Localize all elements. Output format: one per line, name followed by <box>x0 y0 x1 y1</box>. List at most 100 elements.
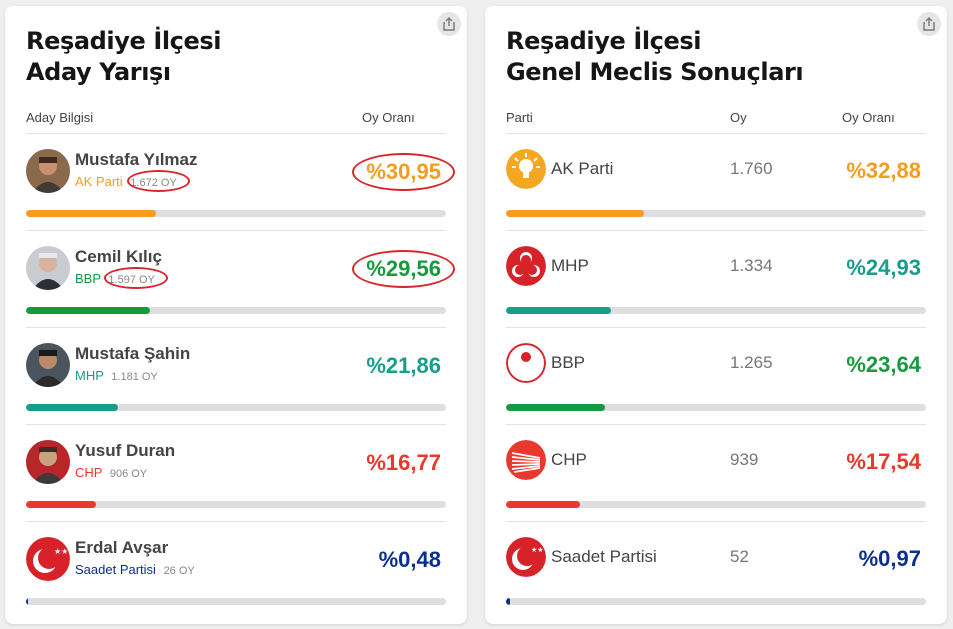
candidate-meta: Saadet Partisi 26 OY <box>75 562 195 577</box>
party-percentage: %23,64 <box>846 352 921 377</box>
card-title-line2: Aday Yarışı <box>26 58 171 86</box>
card-title: Reşadiye İlçesi Aday Yarışı <box>26 26 222 88</box>
party-votes: 1.265 <box>730 353 773 372</box>
vote-share-bar <box>506 404 926 411</box>
bbp-rose-logo <box>506 343 546 383</box>
candidate-percentage: %21,86 <box>366 353 441 378</box>
party-name: CHP <box>551 450 587 469</box>
candidate-meta: MHP 1.181 OY <box>75 368 158 383</box>
party-row[interactable]: ★★ Saadet Partisi 52 %0,97 <box>506 522 926 619</box>
party-row[interactable]: BBP 1.265 %23,64 <box>506 328 926 425</box>
share-button[interactable] <box>437 12 461 36</box>
candidate-votes: 1.672 OY <box>130 177 177 189</box>
saadet-crescent-logo: ★★ <box>26 537 70 581</box>
card-title: Reşadiye İlçesi Genel Meclis Sonuçları <box>506 26 804 88</box>
avatar <box>26 343 70 387</box>
candidate-race-card: Reşadiye İlçesi Aday Yarışı Aday Bilgisi… <box>5 6 467 624</box>
candidate-meta: AK Parti 1.672 OY <box>75 174 177 189</box>
vote-share-fill <box>506 307 611 314</box>
candidate-name: Erdal Avşar <box>75 538 169 557</box>
vote-share-fill <box>26 307 151 314</box>
col-rate-header: Oy Oranı <box>842 110 895 125</box>
col-rate-header: Oy Oranı <box>362 110 415 125</box>
candidate-percentage: %16,77 <box>366 450 441 475</box>
candidate-name: Yusuf Duran <box>75 441 176 460</box>
candidate-votes: 906 OY <box>109 468 148 480</box>
vote-share-fill <box>506 210 645 217</box>
vote-share-fill <box>26 598 29 605</box>
party-votes: 939 <box>730 450 759 469</box>
vote-share-fill <box>506 598 511 605</box>
svg-text:★★: ★★ <box>54 547 68 556</box>
party-name: AK Parti <box>551 159 614 178</box>
vote-share-fill <box>26 210 156 217</box>
avatar <box>26 440 70 484</box>
candidate-name: Mustafa Şahin <box>75 344 191 363</box>
vote-share-bar <box>26 404 446 411</box>
col-party-header: Parti <box>506 110 533 125</box>
candidate-percentage: %29,56 <box>366 256 441 281</box>
party-name: BBP <box>551 353 586 372</box>
party-row[interactable]: CHP 939 %17,54 <box>506 425 926 522</box>
avatar <box>26 149 70 193</box>
candidate-row[interactable]: Yusuf Duran CHP 906 OY %16,77 <box>26 425 446 522</box>
vote-share-bar <box>506 307 926 314</box>
candidate-row[interactable]: Cemil Kılıç BBP 1.597 OY %29,56 <box>26 231 455 328</box>
party-percentage: %0,97 <box>858 546 921 571</box>
vote-share-fill <box>506 404 606 411</box>
saadet-crescent-logo: ★★ <box>506 537 546 577</box>
table-header: Parti Oy Oy Oranı <box>506 110 926 134</box>
party-votes: 52 <box>730 547 749 566</box>
vote-share-bar <box>26 501 446 508</box>
vote-share-fill <box>506 501 580 508</box>
akp-bulb-logo <box>506 149 546 189</box>
card-title-line2: Genel Meclis Sonuçları <box>506 58 804 86</box>
party-percentage: %32,88 <box>846 158 921 183</box>
chp-arrows-logo <box>506 440 546 480</box>
party-row[interactable]: MHP 1.334 %24,93 <box>506 231 926 328</box>
party-row[interactable]: AK Parti 1.760 %32,88 <box>506 134 926 231</box>
candidate-row[interactable]: Mustafa Şahin MHP 1.181 OY %21,86 <box>26 328 446 425</box>
card-title-line1: Reşadiye İlçesi <box>506 27 702 55</box>
candidate-name: Cemil Kılıç <box>75 247 162 266</box>
vote-share-bar <box>506 598 926 605</box>
card-title-line1: Reşadiye İlçesi <box>26 27 222 55</box>
share-icon <box>443 17 455 31</box>
candidate-row[interactable]: Mustafa Yılmaz AK Parti 1.672 OY %30,95 <box>26 134 455 231</box>
candidate-percentage: %30,95 <box>366 159 441 184</box>
party-percentage: %17,54 <box>846 449 921 474</box>
mhp-crescents-logo <box>506 246 546 286</box>
vote-share-bar <box>26 210 446 217</box>
candidate-meta: CHP 906 OY <box>75 465 147 480</box>
party-name: Saadet Partisi <box>551 547 657 566</box>
svg-text:★★: ★★ <box>531 546 544 554</box>
vote-share-bar <box>506 501 926 508</box>
avatar <box>26 246 70 290</box>
council-results-card: Reşadiye İlçesi Genel Meclis Sonuçları P… <box>485 6 947 624</box>
candidate-votes: 1.597 OY <box>108 274 155 286</box>
vote-share-bar <box>26 307 446 314</box>
candidate-percentage: %0,48 <box>378 547 441 572</box>
vote-share-bar <box>26 598 446 605</box>
col-votes-header: Oy <box>730 110 747 125</box>
candidate-party: CHP <box>75 465 103 480</box>
candidate-name: Mustafa Yılmaz <box>75 150 198 169</box>
candidate-row[interactable]: ★★ Erdal Avşar Saadet Partisi 26 OY %0,4… <box>26 522 446 619</box>
col-candidate-header: Aday Bilgisi <box>26 110 94 125</box>
vote-share-bar <box>506 210 926 217</box>
party-name: MHP <box>551 256 589 275</box>
party-votes: 1.760 <box>730 159 773 178</box>
candidate-meta: BBP 1.597 OY <box>75 271 155 286</box>
party-percentage: %24,93 <box>846 255 921 280</box>
candidate-party: AK Parti <box>75 174 123 189</box>
candidate-votes: 26 OY <box>163 565 195 577</box>
party-votes: 1.334 <box>730 256 773 275</box>
candidate-votes: 1.181 OY <box>111 371 158 383</box>
table-header: Aday Bilgisi Oy Oranı <box>26 110 446 134</box>
share-button[interactable] <box>917 12 941 36</box>
share-icon <box>923 17 935 31</box>
candidate-party: Saadet Partisi <box>75 562 156 577</box>
candidate-party: BBP <box>75 271 101 286</box>
candidate-party: MHP <box>75 368 104 383</box>
vote-share-fill <box>26 501 97 508</box>
